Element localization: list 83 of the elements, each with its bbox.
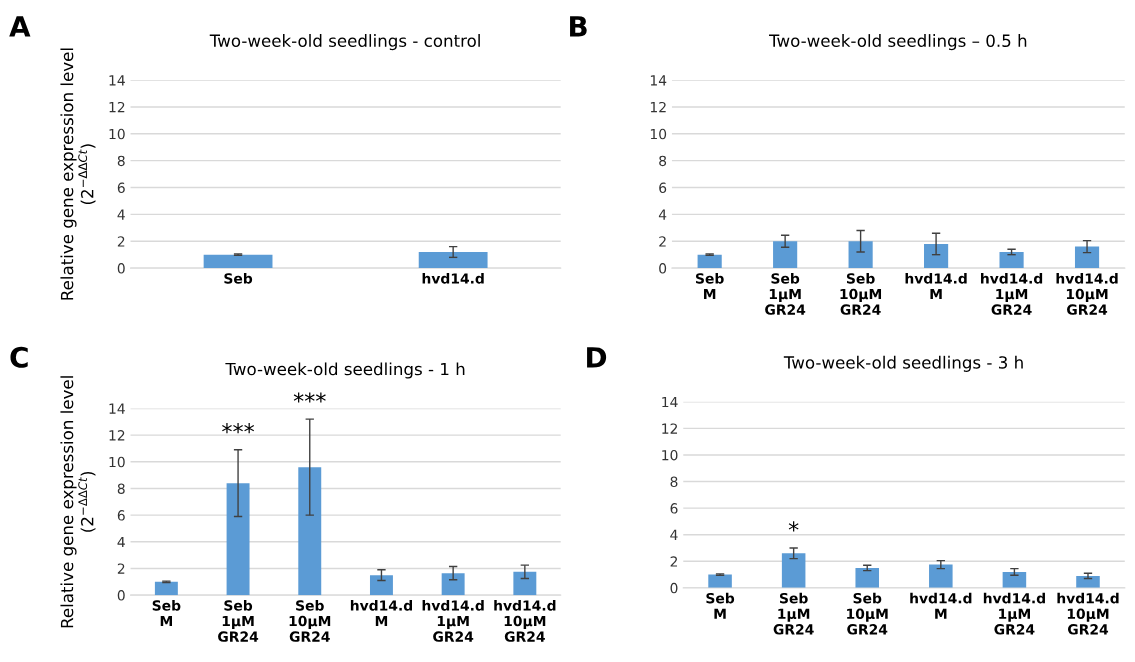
bar [999, 252, 1024, 269]
bar [1076, 575, 1100, 588]
y-tick-label: 10 [662, 449, 678, 461]
chart-title: Two-week-old seedlings – 0.5 h [769, 34, 1027, 51]
y-tick-label: 0 [117, 590, 125, 601]
x-tick-label: hvd14.d M [905, 272, 967, 300]
y-tick-label: 6 [117, 510, 125, 521]
y-tick-label: 4 [658, 209, 667, 220]
x-tick-label: hvd14.d 1µM GR24 [981, 272, 1043, 315]
x-tick-label: Seb M [152, 600, 181, 627]
y-tick-label: 6 [117, 182, 125, 194]
y-tick-label: 0 [670, 582, 678, 594]
y-axis-title: Relative gene expression level (2$^{−ΔΔCt}$) [60, 376, 96, 628]
bar [708, 574, 732, 588]
y-tick-label: 14 [662, 396, 678, 408]
bar [855, 567, 880, 588]
x-tick-label: Seb 1µM GR24 [773, 592, 814, 635]
y-tick-label: 2 [117, 563, 125, 574]
x-tick-label: hvd14.d M [350, 600, 412, 627]
x-tick-label: Seb [224, 272, 253, 284]
bar [441, 573, 465, 596]
annotation: *** [222, 423, 255, 434]
y-tick-label: 4 [117, 209, 125, 220]
x-tick-label: Seb 1µM GR24 [765, 272, 806, 315]
x-tick-label: Seb 10µM GR24 [840, 272, 882, 315]
bar [298, 467, 322, 596]
y-tick-label: 10 [650, 128, 667, 140]
x-tick-label: hvd14.d 10µM GR24 [494, 600, 556, 642]
bar [369, 575, 393, 596]
chart-title: Two-week-old seedlings - 1 h [225, 362, 465, 379]
x-tick-label: Seb 10µM GR24 [847, 592, 888, 635]
x-tick-label: Seb M [695, 272, 724, 300]
y-tick-label: 8 [670, 476, 678, 488]
bar [154, 581, 178, 596]
y-tick-label: 12 [109, 430, 125, 441]
bar [924, 243, 949, 269]
text: C [10, 346, 28, 368]
y-tick-label: 2 [117, 236, 125, 247]
bar [781, 553, 806, 588]
y-tick-label: 8 [659, 155, 667, 167]
annotation: *** [293, 392, 326, 403]
x-tick-label: Seb M [706, 592, 735, 619]
text: B [570, 16, 587, 37]
y-tick-label: 12 [650, 101, 666, 113]
y-tick-label: 8 [117, 155, 125, 167]
x-tick-label: hvd14.d 1µM GR24 [422, 600, 484, 642]
x-tick-label: hvd14.d [422, 272, 484, 284]
y-tick-label: 2 [670, 556, 678, 567]
y-tick-label: 12 [662, 423, 678, 434]
y-tick-label: 14 [109, 75, 125, 86]
x-tick-label: hvd14.d 1µM GR24 [983, 592, 1045, 635]
chart-title: Two-week-old seedlings - control [209, 34, 480, 51]
bar [513, 571, 537, 596]
y-tick-label: 14 [109, 403, 125, 414]
y-tick-label: 14 [650, 75, 667, 86]
y-tick-label: 8 [117, 483, 125, 494]
y-tick-label: 6 [659, 182, 667, 194]
y-tick-label: 2 [659, 236, 666, 247]
y-tick-label: 4 [117, 536, 125, 548]
y-tick-label: 10 [109, 128, 125, 140]
x-tick-label: Seb 1µM GR24 [218, 600, 259, 642]
text: A [9, 16, 31, 37]
x-tick-label: hvd14.d M [910, 592, 972, 619]
bar [1074, 246, 1100, 269]
bar [697, 254, 722, 269]
y-tick-label: 10 [109, 456, 125, 468]
y-tick-label: 6 [670, 503, 678, 514]
bar [929, 564, 953, 588]
x-tick-label: hvd14.d 10µM GR24 [1057, 592, 1119, 635]
text: D [587, 347, 607, 368]
y-tick-label: 12 [109, 101, 125, 113]
y-axis-title: Relative gene expression level (2$^{−ΔΔCt}$) [60, 48, 96, 300]
bar [773, 241, 798, 269]
y-tick-label: 0 [117, 263, 125, 274]
bar [1002, 571, 1027, 588]
chart-title: Two-week-old seedlings - 3 h [783, 355, 1023, 372]
bar [848, 241, 873, 269]
x-tick-label: hvd14.d 10µM GR24 [1056, 272, 1118, 315]
annotation: * [788, 521, 799, 532]
y-tick-label: 0 [659, 263, 667, 274]
bar [226, 483, 250, 596]
y-tick-label: 4 [670, 529, 678, 540]
x-tick-label: Seb 10µM GR24 [289, 600, 331, 642]
